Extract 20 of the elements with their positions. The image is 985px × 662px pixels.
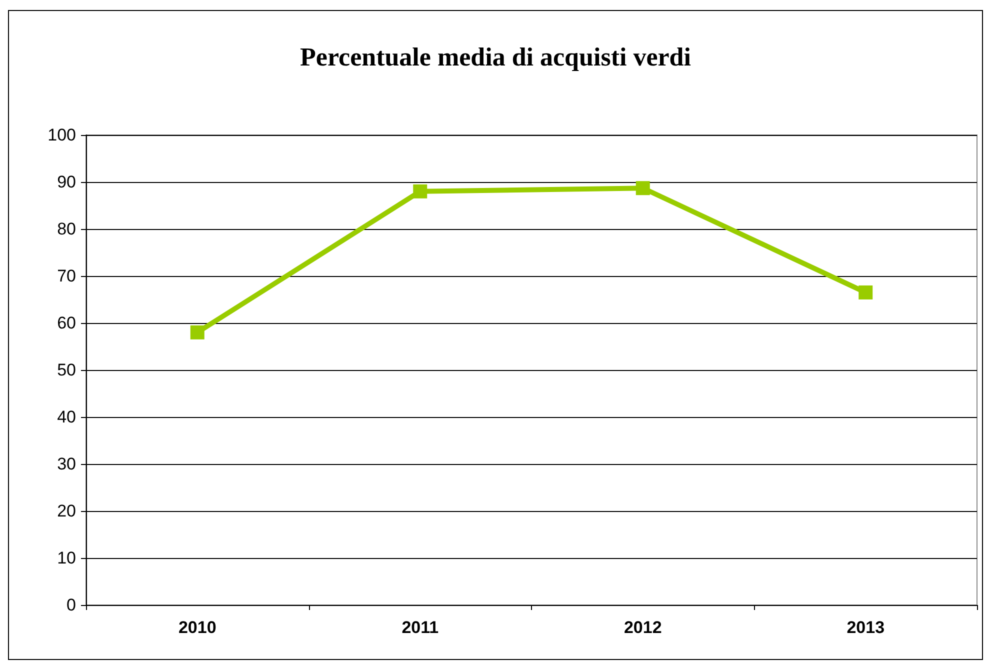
y-tick-label: 50 — [57, 360, 76, 380]
y-tick-label: 80 — [57, 220, 76, 238]
y-tick-label: 40 — [57, 408, 76, 426]
x-tick-label: 2012 — [624, 618, 662, 637]
y-tick-label: 10 — [57, 548, 76, 568]
x-tick-label: 2011 — [402, 618, 439, 637]
y-tick-label: 90 — [57, 172, 76, 192]
y-tick-label: 70 — [57, 266, 76, 286]
point — [858, 285, 873, 300]
y-tick-label: 60 — [57, 314, 76, 332]
x-tick-label: 2013 — [846, 618, 885, 637]
y-tick-label: 100 — [48, 126, 76, 144]
y-tick-label: 20 — [57, 502, 76, 520]
y-tick-label: 30 — [57, 454, 76, 474]
point — [636, 181, 650, 196]
point — [413, 184, 428, 198]
x-tick-label: 2010 — [178, 618, 216, 637]
point — [190, 325, 204, 340]
chart-title: Percentuale media di acquisti verdi — [300, 42, 691, 72]
y-tick-label: 0 — [66, 596, 76, 614]
